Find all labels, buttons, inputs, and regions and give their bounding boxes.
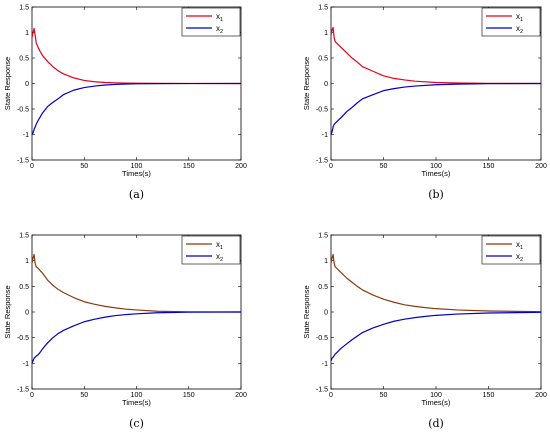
y-tick-label: 1.5 — [318, 5, 328, 12]
x-tick-label: 0 — [329, 163, 333, 170]
x-axis-label: Times(s) — [122, 398, 151, 407]
y-tick-label: -0.5 — [316, 335, 328, 342]
legend-box — [181, 235, 241, 265]
y-tick-label: 0 — [25, 81, 29, 88]
y-axis-label: State Response — [302, 57, 311, 110]
series-line-x2 — [31, 82, 242, 135]
y-tick-label: 1.5 — [19, 5, 29, 12]
series-line-x2 — [330, 311, 542, 361]
legend-label-x1: x1 — [216, 12, 223, 23]
y-tick-label: 0 — [324, 310, 328, 317]
legend-label-x2: x2 — [216, 252, 223, 263]
y-tick-label: 0 — [324, 81, 328, 88]
y-tick-label: -0.5 — [316, 107, 328, 114]
series-line-x1 — [330, 26, 542, 85]
x-tick-label: 150 — [183, 163, 195, 170]
y-tick-label: 0.5 — [318, 284, 328, 291]
y-tick-label: 0.5 — [19, 284, 29, 291]
y-tick-label: 0 — [25, 310, 29, 317]
y-tick-label: 1.5 — [318, 233, 328, 240]
chart-panel-b: 0 50 100 150 200 1.5 1 0.5 0 -0.5 -1 -1.5 Times(s) St… — [302, 5, 547, 202]
series-line-x1 — [31, 27, 242, 85]
x-tick-label: 150 — [483, 163, 495, 170]
x-tick-label: 50 — [380, 163, 388, 170]
y-axis-label: State Response — [302, 285, 311, 338]
y-tick-label: 0.5 — [19, 56, 29, 63]
x-tick-label: 150 — [483, 392, 495, 399]
x-tick-label: 100 — [430, 163, 442, 170]
y-tick-label: -1.5 — [17, 158, 29, 165]
legend-label-x2: x2 — [216, 24, 223, 35]
y-tick-label: -0.5 — [17, 107, 29, 114]
x-axis-label: Times(s) — [422, 398, 451, 407]
x-tick-label: 200 — [535, 392, 547, 399]
x-tick-label: 100 — [131, 392, 143, 399]
y-tick-label: 1.5 — [19, 233, 29, 240]
legend-label-x2: x2 — [516, 24, 523, 35]
x-tick-label: 0 — [329, 392, 333, 399]
y-tick-label: 0.5 — [318, 56, 328, 63]
x-axis-label: Times(s) — [422, 169, 451, 178]
x-tick-label: 100 — [430, 392, 442, 399]
x-tick-label: 150 — [183, 392, 195, 399]
y-tick-label: -1 — [23, 361, 29, 368]
y-tick-label: -1.5 — [17, 387, 29, 394]
chart-panel-d: 0 50 100 150 200 1.5 1 0.5 0 -0.5 -1 -1.5 Times(s) St… — [302, 233, 547, 431]
x-tick-label: 50 — [80, 163, 88, 170]
y-tick-label: -1.5 — [316, 387, 328, 394]
panel-caption: (c) — [129, 417, 144, 430]
y-tick-label: -1.5 — [316, 158, 328, 165]
x-tick-label: 200 — [535, 163, 547, 170]
x-tick-label: 50 — [380, 392, 388, 399]
legend-label-x2: x2 — [516, 252, 523, 263]
y-axis-label: State Response — [3, 285, 12, 338]
x-tick-label: 0 — [30, 392, 34, 399]
panel-caption: (a) — [129, 188, 144, 201]
y-tick-label: 1 — [25, 258, 29, 265]
chart-panel-c: 0 50 100 150 200 1.5 1 0.5 0 -0.5 -1 -1.5 Times(s) St… — [3, 233, 247, 431]
y-axis-label: State Response — [3, 57, 12, 110]
x-tick-label: 200 — [235, 392, 247, 399]
legend-label-x1: x1 — [216, 240, 223, 251]
legend-label-x1: x1 — [516, 12, 523, 23]
panel-caption: (b) — [428, 188, 444, 201]
y-tick-label: -1 — [322, 361, 328, 368]
y-tick-label: 1 — [25, 30, 29, 37]
chart-panel-a: 0 50 100 150 200 1.5 1 0.5 0 -0.5 -1 -1.5 Times(s) St… — [3, 5, 247, 202]
x-axis-label: Times(s) — [122, 169, 151, 178]
legend-box — [181, 7, 241, 37]
panel-caption: (d) — [428, 417, 444, 430]
series-line-x2 — [31, 311, 242, 364]
y-tick-label: -1 — [23, 132, 29, 139]
series-line-x1 — [31, 253, 242, 313]
x-tick-label: 50 — [80, 392, 88, 399]
x-tick-label: 0 — [30, 163, 34, 170]
y-tick-label: 1 — [324, 30, 328, 37]
y-tick-label: -1 — [322, 132, 328, 139]
y-tick-label: 1 — [324, 258, 328, 265]
legend-box — [481, 7, 541, 37]
legend-label-x1: x1 — [516, 240, 523, 251]
y-tick-label: -0.5 — [17, 335, 29, 342]
x-tick-label: 200 — [235, 163, 247, 170]
series-line-x1 — [330, 253, 542, 313]
x-tick-label: 100 — [131, 163, 143, 170]
legend-box — [481, 235, 541, 265]
series-line-x2 — [330, 82, 542, 135]
